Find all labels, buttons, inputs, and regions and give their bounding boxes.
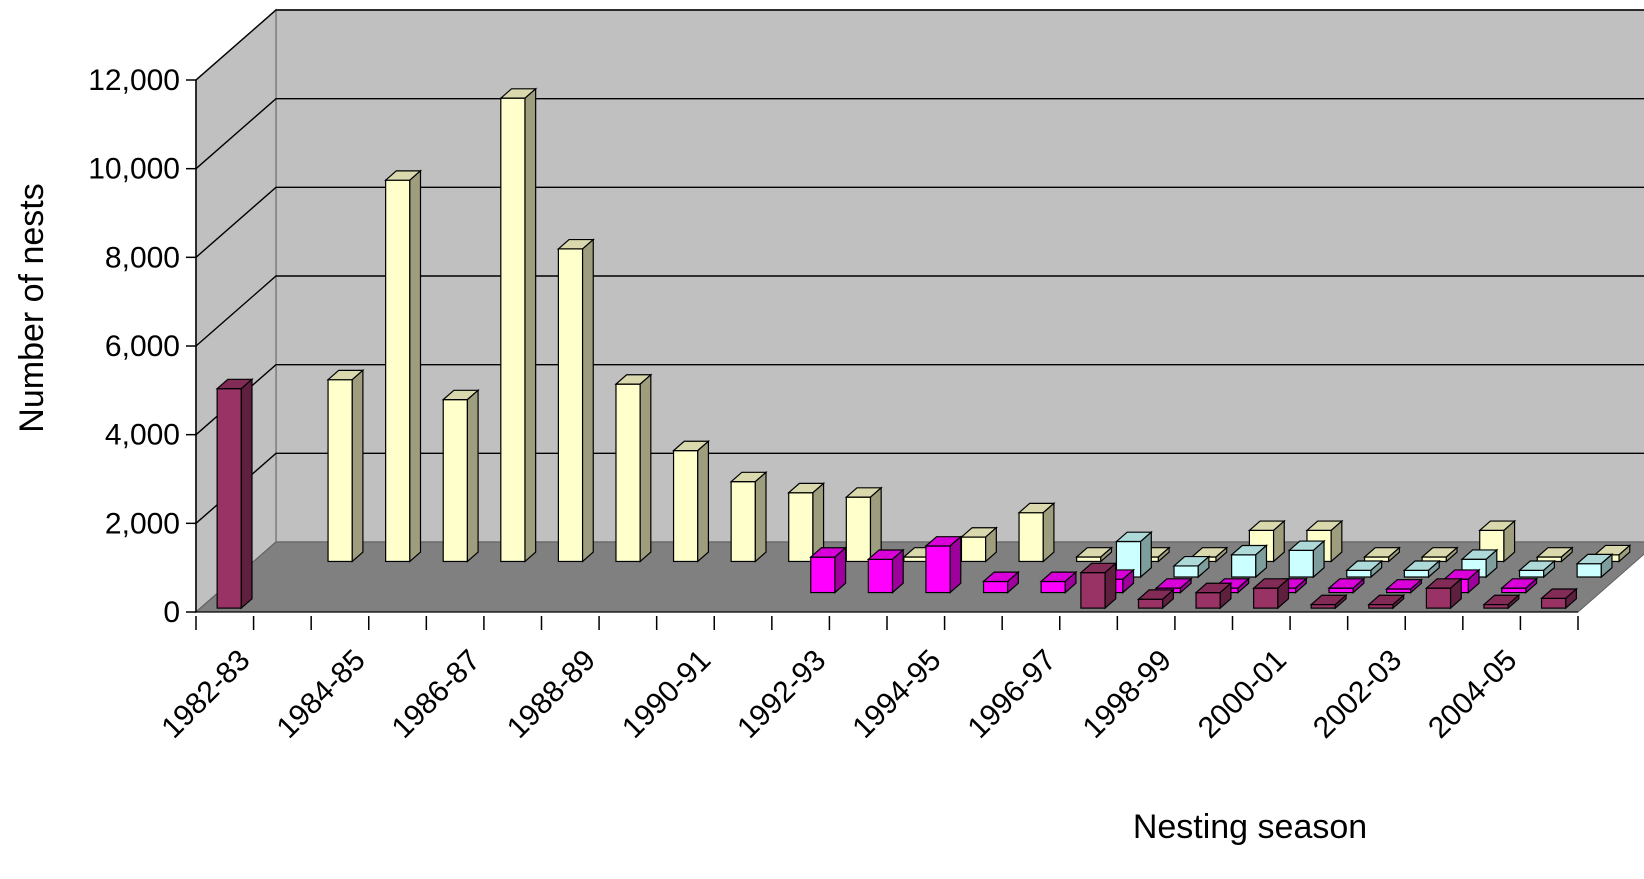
bar <box>1287 539 1326 579</box>
axes <box>186 79 1579 630</box>
bar <box>1367 593 1406 610</box>
bar <box>1384 578 1424 594</box>
bar <box>1230 544 1269 579</box>
y-tick-label: 2,000 <box>105 507 180 540</box>
x-tick-label: 1996-97 <box>962 644 1063 745</box>
gridline <box>195 186 1644 258</box>
bar <box>1500 577 1539 594</box>
y-tick-label: 6,000 <box>105 330 180 363</box>
bar <box>787 482 826 563</box>
y-tick-label: 12,000 <box>88 64 180 97</box>
bar <box>1424 577 1463 610</box>
x-tick-label: 2000-01 <box>1192 644 1293 745</box>
bar <box>1535 546 1574 563</box>
bar <box>1252 577 1291 610</box>
bar <box>1172 555 1211 579</box>
y-axis-title: Number of nests <box>13 183 51 432</box>
bar <box>441 388 480 563</box>
bar <box>1362 546 1402 563</box>
gridline <box>195 9 1644 81</box>
bar <box>809 546 848 594</box>
bar <box>614 373 653 563</box>
bar <box>959 526 998 563</box>
bar <box>499 87 538 563</box>
bar <box>215 378 254 610</box>
bar <box>1420 546 1459 563</box>
bar <box>1539 587 1579 610</box>
y-tick-label: 10,000 <box>88 153 180 186</box>
gridline <box>195 275 1644 347</box>
y-tick-labels: 0 2,000 4,000 6,000 8,000 10,000 12,000 <box>88 64 180 629</box>
bar <box>844 486 883 563</box>
bar <box>1482 593 1521 610</box>
bar <box>556 238 595 563</box>
bar <box>1575 553 1614 579</box>
y-tick-label: 4,000 <box>105 419 180 452</box>
x-tick-label: 1984-85 <box>271 644 372 745</box>
x-tick-label: 2002-03 <box>1307 644 1408 745</box>
x-tick-label: 1994-95 <box>846 644 947 745</box>
bars <box>215 87 1632 610</box>
bar <box>866 548 905 594</box>
bar <box>1345 559 1384 579</box>
bar <box>326 369 365 563</box>
x-tick-label: 1990-91 <box>616 644 717 745</box>
bar <box>1517 559 1556 579</box>
x-tick-label: 1982-83 <box>155 644 256 745</box>
x-tick-label: 1992-93 <box>731 644 832 745</box>
bar <box>1309 593 1348 610</box>
x-tick-label: 1998-99 <box>1077 644 1178 745</box>
bar <box>1194 581 1233 610</box>
bar <box>1017 502 1056 563</box>
bar <box>1039 570 1078 594</box>
bar <box>729 470 768 563</box>
y-tick-label: 0 <box>163 596 180 629</box>
bar <box>671 439 711 563</box>
bar <box>924 535 963 594</box>
bar <box>1079 561 1118 610</box>
bar <box>1075 546 1114 563</box>
bar <box>1327 577 1366 594</box>
bar <box>384 169 423 563</box>
y-tick-label: 8,000 <box>105 241 180 274</box>
x-axis-title: Nesting season <box>1133 808 1367 846</box>
x-tick-labels: 1982-83 1984-85 1986-87 1988-89 1990-91 1992-… <box>155 644 1523 745</box>
x-tick-label: 2004-05 <box>1422 644 1523 745</box>
bar <box>981 570 1020 594</box>
bar <box>1402 559 1441 579</box>
x-tick-label: 1988-89 <box>501 644 602 745</box>
bar <box>1136 588 1175 610</box>
x-tick-label: 1986-87 <box>386 644 487 745</box>
gridline <box>195 97 1644 170</box>
